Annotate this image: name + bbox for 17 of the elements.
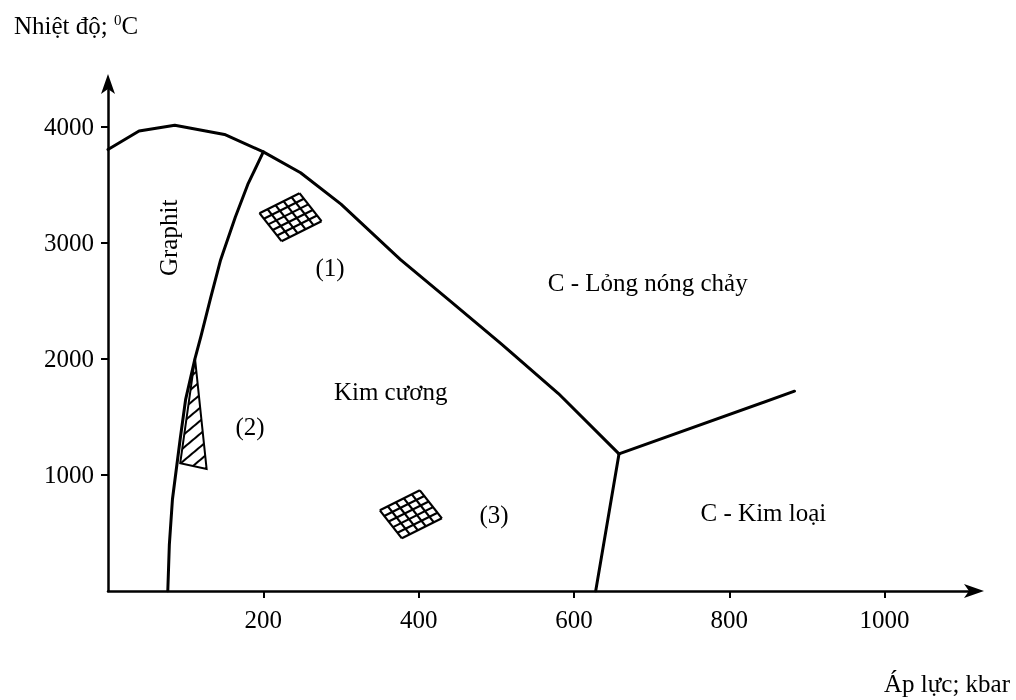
y-tick-label: 3000 (44, 229, 94, 256)
annotation: Kim cương (333, 378, 448, 406)
x-axis-title: Áp lực; kbar (883, 670, 1011, 697)
x-tick-label: 800 (710, 606, 749, 633)
annotation: (2) (235, 413, 265, 442)
y-tick-label: 2000 (44, 345, 94, 373)
annotation: C - Kim loại (700, 498, 827, 526)
annotation: Graphit (155, 199, 183, 277)
x-tick-label: 400 (399, 606, 438, 633)
y-tick-label: 1000 (44, 461, 94, 489)
annotation: (1) (315, 254, 345, 283)
x-tick-label: 1000 (859, 606, 910, 633)
x-tick-label: 200 (244, 606, 283, 633)
annotation: (3) (479, 500, 509, 529)
annotation: C - Lỏng nóng chảy (547, 269, 749, 297)
x-tick-label: 600 (555, 606, 593, 633)
y-tick-label: 4000 (44, 112, 94, 140)
